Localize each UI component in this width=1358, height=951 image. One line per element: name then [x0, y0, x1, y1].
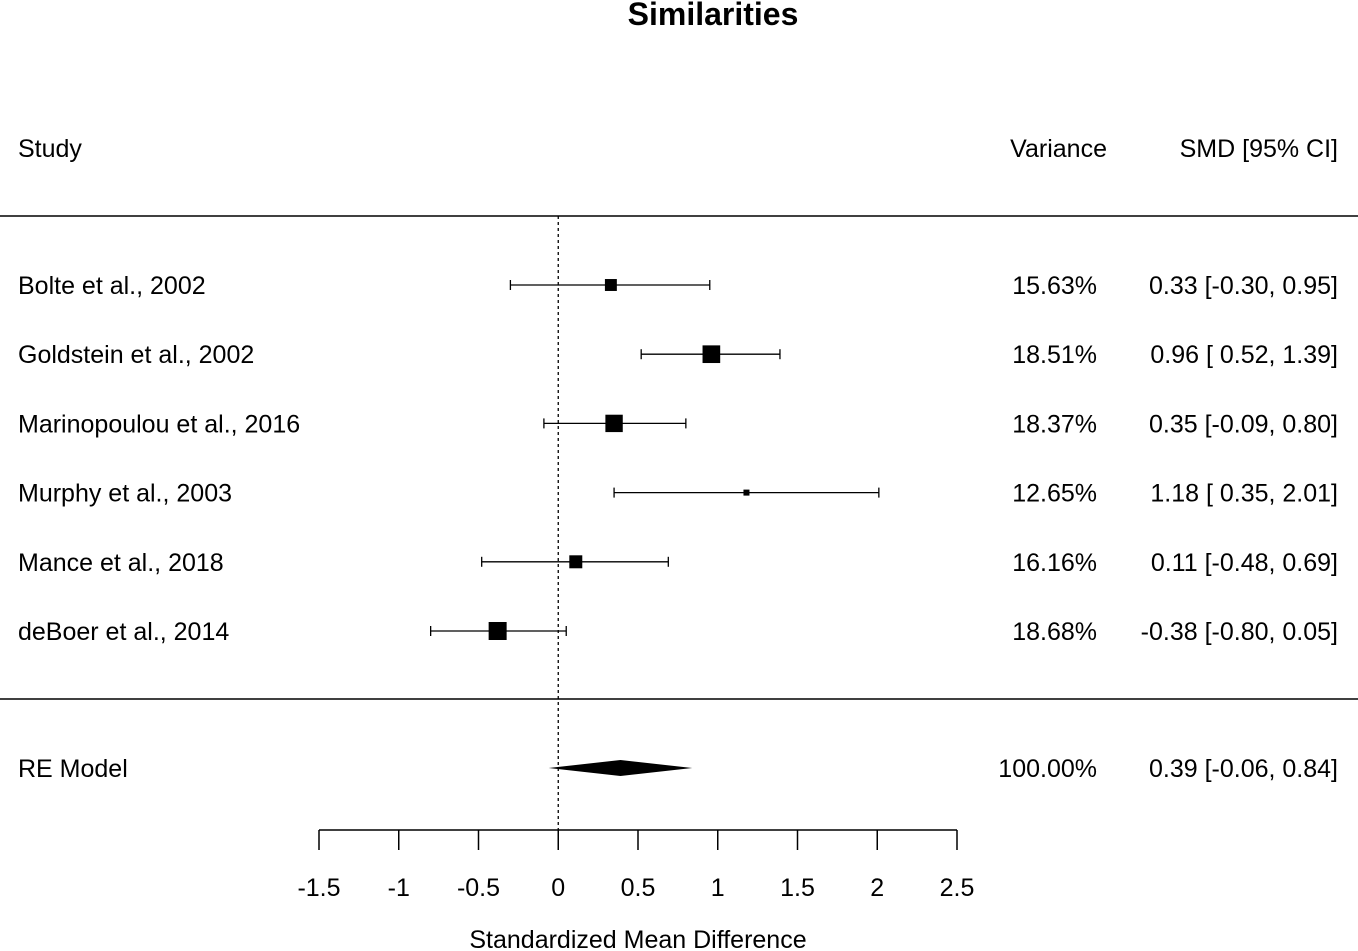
- variance-weight: 16.16%: [1012, 549, 1097, 577]
- header-smd-ci: SMD [95% CI]: [1180, 135, 1338, 163]
- smd-ci-value: -0.38 [-0.80, 0.05]: [1141, 618, 1338, 646]
- variance-weight: 15.63%: [1012, 272, 1097, 300]
- x-tick-label: -1.5: [297, 874, 340, 902]
- x-tick-label: 0.5: [621, 874, 656, 902]
- smd-ci-value: 0.35 [-0.09, 0.80]: [1149, 410, 1338, 438]
- x-tick-label: -1: [388, 874, 410, 902]
- chart-title: Similarities: [628, 0, 799, 32]
- summary-weight: 100.00%: [998, 755, 1097, 783]
- summary-smd-ci: 0.39 [-0.06, 0.84]: [1149, 755, 1338, 783]
- study-label: Murphy et al., 2003: [18, 480, 232, 508]
- x-tick-label: 1: [711, 874, 725, 902]
- smd-ci-value: 1.18 [ 0.35, 2.01]: [1150, 480, 1338, 508]
- header-variance: Variance: [1010, 135, 1107, 163]
- smd-ci-value: 0.11 [-0.48, 0.69]: [1151, 549, 1338, 577]
- study-label: Marinopoulou et al., 2016: [18, 410, 300, 438]
- variance-weight: 18.68%: [1012, 618, 1097, 646]
- variance-weight: 18.51%: [1012, 341, 1097, 369]
- point-estimate-square: [702, 345, 721, 364]
- point-estimate-square: [743, 489, 750, 496]
- summary-diamond: [548, 760, 693, 776]
- x-tick-label: -0.5: [457, 874, 500, 902]
- smd-ci-value: 0.96 [ 0.52, 1.39]: [1150, 341, 1338, 369]
- point-estimate-square: [569, 555, 583, 569]
- study-label: Mance et al., 2018: [18, 549, 224, 577]
- header-study: Study: [18, 135, 82, 163]
- summary-label: RE Model: [18, 755, 128, 783]
- smd-ci-value: 0.33 [-0.30, 0.95]: [1149, 272, 1338, 300]
- variance-weight: 12.65%: [1012, 480, 1097, 508]
- x-tick-label: 0: [551, 874, 565, 902]
- point-estimate-square: [488, 622, 507, 640]
- point-estimate-square: [604, 279, 617, 291]
- study-label: Bolte et al., 2002: [18, 272, 206, 300]
- study-label: deBoer et al., 2014: [18, 618, 229, 646]
- x-tick-label: 2: [870, 874, 884, 902]
- x-axis-label: Standardized Mean Difference: [469, 926, 806, 951]
- point-estimate-square: [605, 414, 623, 433]
- study-label: Goldstein et al., 2002: [18, 341, 254, 369]
- x-tick-label: 1.5: [780, 874, 815, 902]
- x-axis: -1.5 -1 -0.5 0 0.5 1 1.5 2 2.5: [297, 829, 975, 902]
- variance-weight: 18.37%: [1012, 410, 1097, 438]
- x-tick-label: 2.5: [940, 874, 975, 902]
